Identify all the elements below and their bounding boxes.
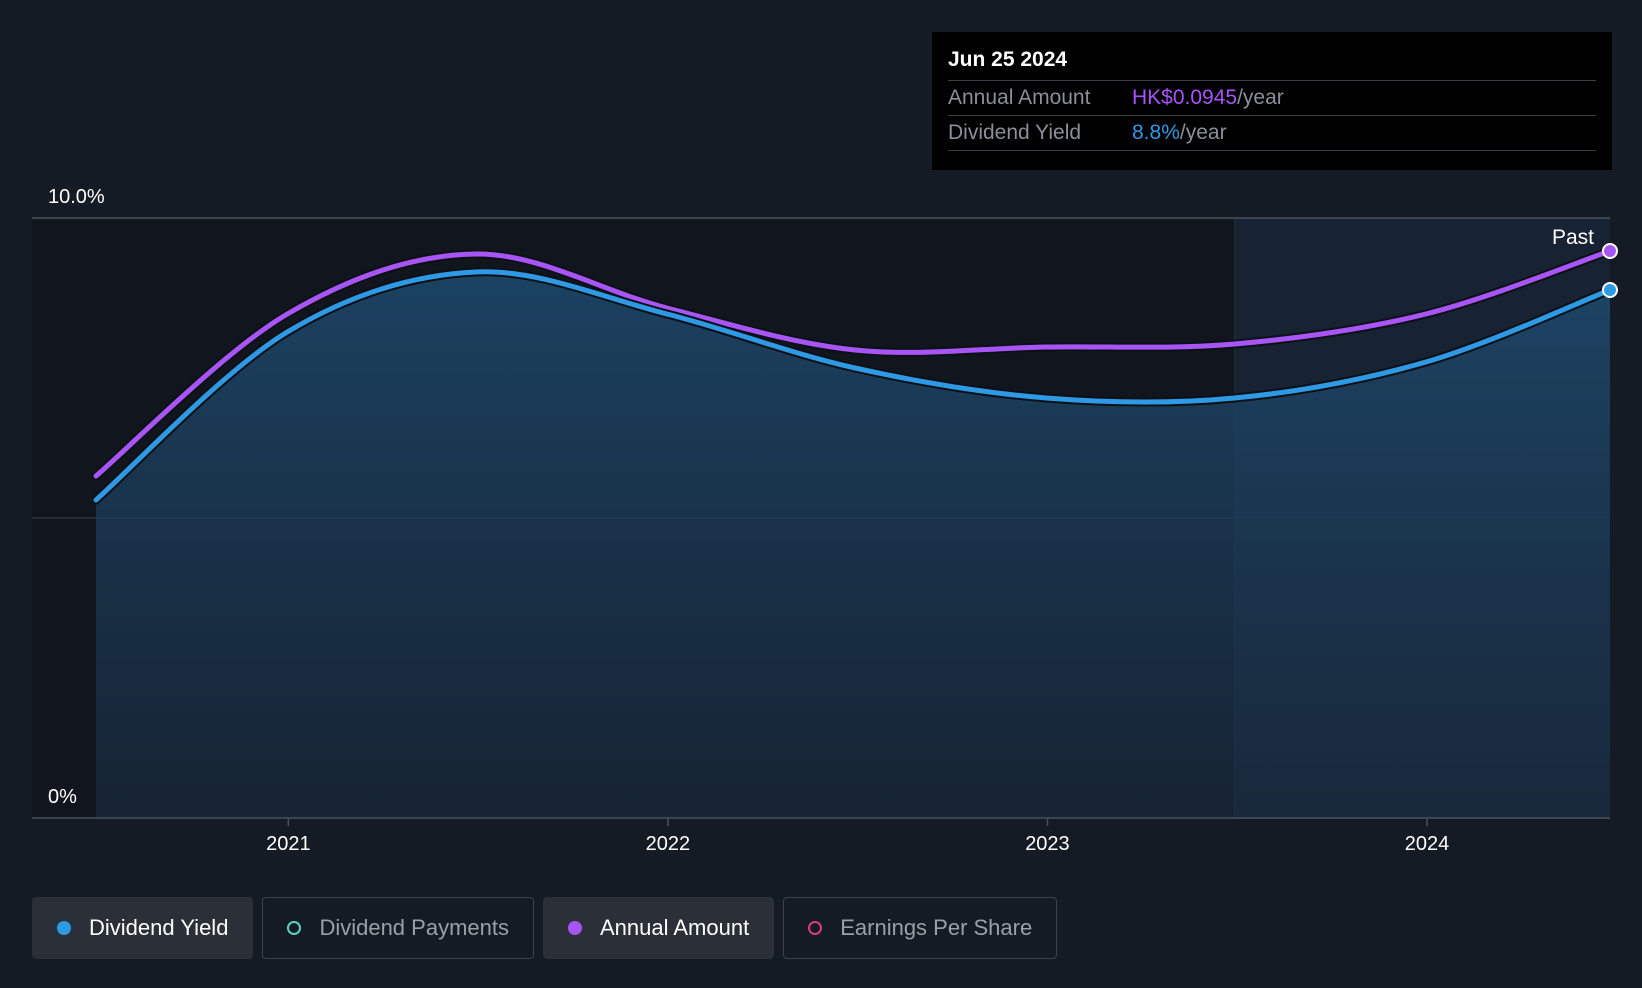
y-tick-label: 10.0% [48, 186, 105, 208]
x-tick-label: 2021 [266, 833, 311, 855]
tooltip-label: Annual Amount [948, 86, 1091, 109]
tooltip-label: Dividend Yield [948, 121, 1082, 144]
annual-amount-end-marker [1602, 243, 1618, 259]
tooltip-row-dividend-yield: Dividend Yield 8.8% /year [948, 115, 1596, 151]
past-label: Past [1552, 226, 1594, 249]
legend-ring-icon [287, 921, 302, 935]
dividend-chart: Past 10.0% 0% 2021 2022 2023 2024 [32, 186, 1618, 855]
legend-item-dividend-payments[interactable]: Dividend Payments [262, 897, 534, 959]
tooltip-value: 8.8% [1132, 121, 1180, 144]
dividend-yield-area [96, 271, 1610, 818]
y-tick-label: 0% [48, 786, 77, 808]
x-tick-label: 2024 [1405, 833, 1450, 855]
tooltip: Jun 25 2024 Annual Amount HK$0.0945 /yea… [932, 32, 1612, 170]
dividend-yield-line [93, 269, 1613, 503]
tooltip-unit: /year [1237, 86, 1284, 109]
tooltip-unit: /year [1179, 121, 1227, 144]
annual-amount-line [93, 248, 1613, 479]
legend-label: Annual Amount [599, 915, 750, 940]
legend-ring-icon [808, 921, 823, 935]
legend: Dividend Yield Dividend Payments Annual … [32, 897, 1058, 959]
tooltip-row-annual-amount: Annual Amount HK$0.0945 /year [948, 80, 1596, 115]
legend-item-annual-amount[interactable]: Annual Amount [542, 897, 775, 959]
legend-item-earnings-per-share[interactable]: Earnings Per Share [783, 897, 1058, 959]
dividend-yield-end-marker [1602, 282, 1618, 298]
legend-item-dividend-yield[interactable]: Dividend Yield [32, 897, 254, 959]
x-tick-label: 2022 [646, 833, 691, 855]
tooltip-date: Jun 25 2024 [948, 48, 1068, 71]
legend-label: Dividend Yield [89, 915, 229, 940]
legend-dot-icon [57, 921, 71, 935]
x-tick-label: 2023 [1025, 833, 1070, 855]
tooltip-value: HK$0.0945 [1132, 86, 1238, 109]
legend-label: Dividend Payments [319, 915, 509, 940]
legend-label: Earnings Per Share [840, 915, 1033, 940]
legend-dot-icon [567, 921, 582, 935]
